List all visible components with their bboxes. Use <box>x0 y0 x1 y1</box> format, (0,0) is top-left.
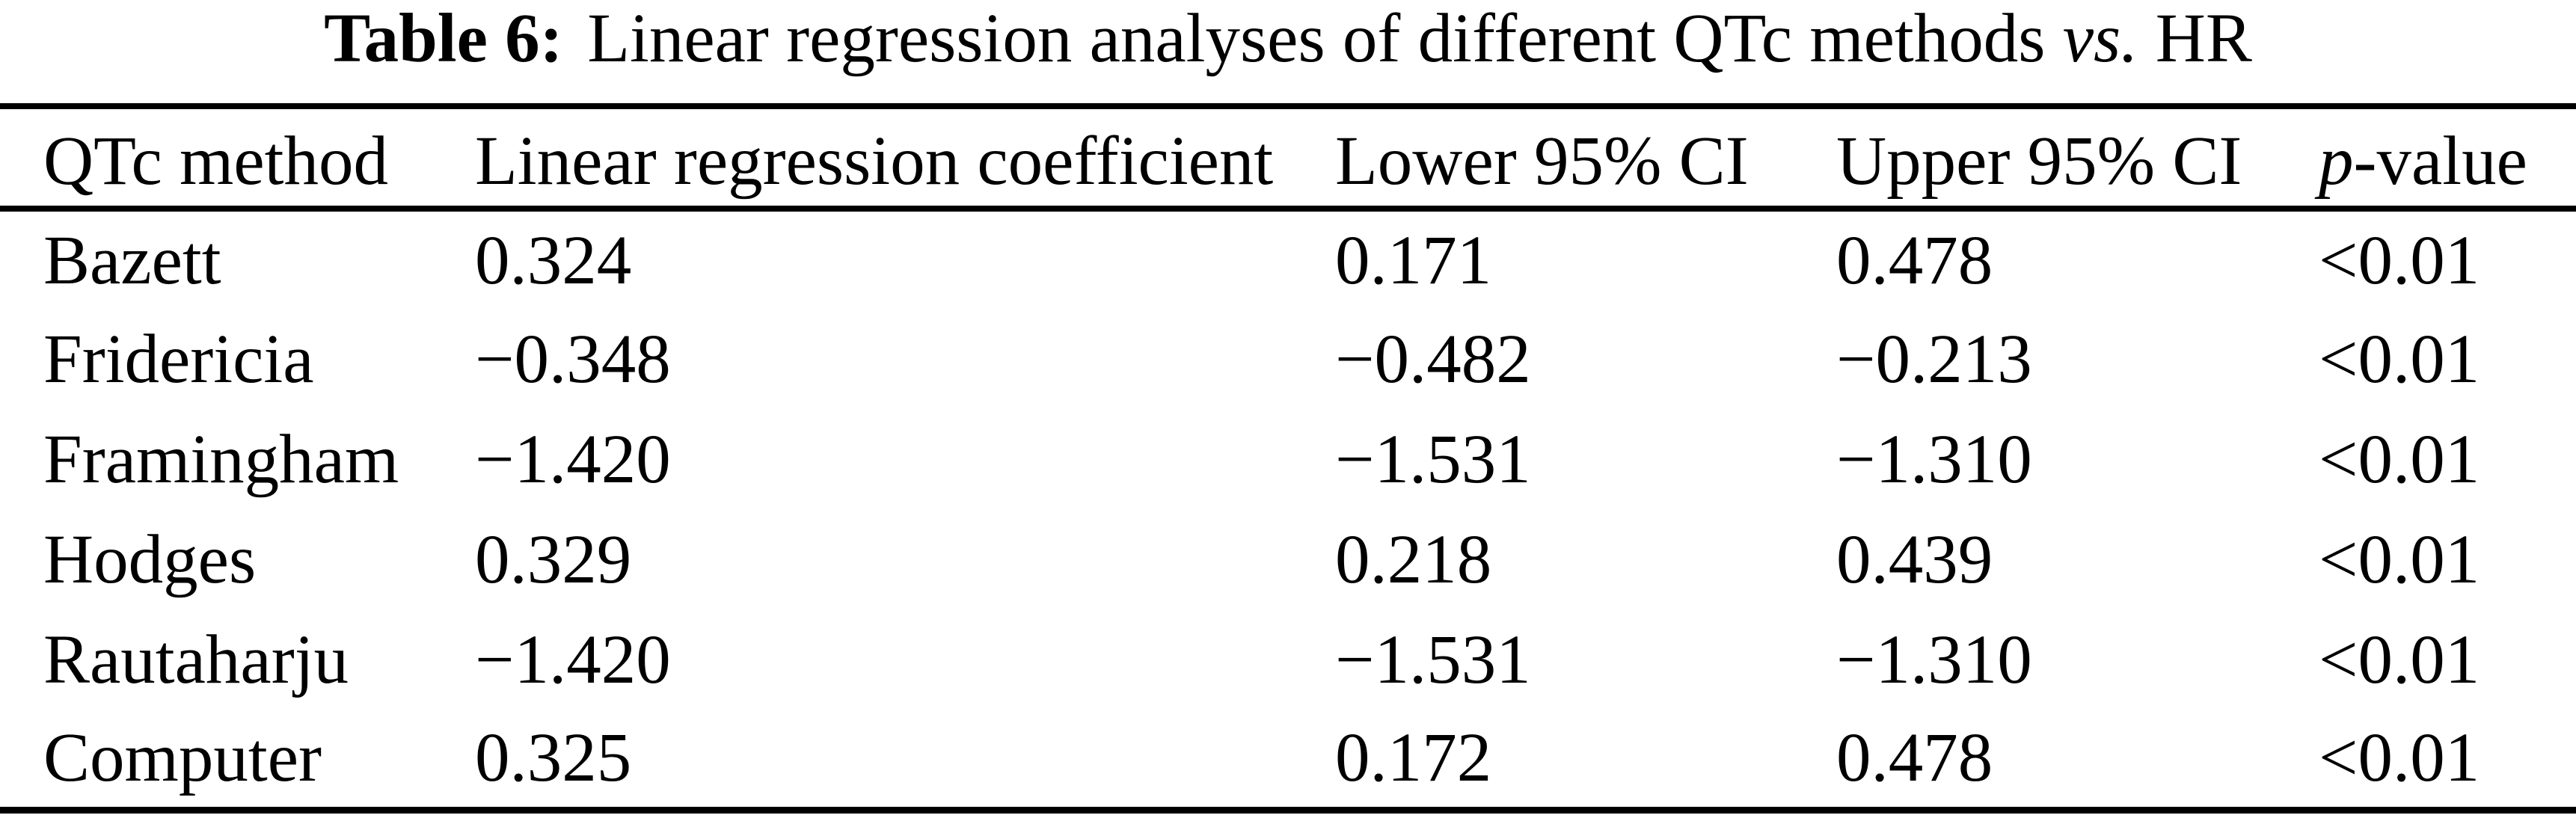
cell-upper-ci: 0.478 <box>1836 221 1993 299</box>
cell-coefficient: −0.348 <box>475 320 671 398</box>
cell-p-value: <0.01 <box>2319 719 2480 797</box>
table-row: Framingham −1.420 −1.531 −1.310 <0.01 <box>0 409 2576 509</box>
header-p-value-suffix: -value <box>2353 123 2527 200</box>
cell-coefficient: 0.329 <box>475 520 632 598</box>
table-header: QTc method Linear regression coefficient… <box>0 106 2576 209</box>
table-row: Hodges 0.329 0.218 0.439 <0.01 <box>0 509 2576 609</box>
table-caption-text: Linear regression analyses of different … <box>587 0 2046 77</box>
table-row: Fridericia −0.348 −0.482 −0.213 <0.01 <box>0 309 2576 409</box>
cell-lower-ci: −0.482 <box>1335 320 1531 398</box>
cell-p-value: <0.01 <box>2319 520 2480 598</box>
cell-method: Computer <box>43 719 322 797</box>
cell-p-value: <0.01 <box>2319 221 2480 299</box>
header-p-value-italic: p <box>2319 123 2354 200</box>
cell-p-value: <0.01 <box>2319 420 2480 498</box>
table-caption: Table 6: Linear regression analyses of di… <box>0 0 2576 76</box>
cell-p-value: <0.01 <box>2319 320 2480 398</box>
cell-upper-ci: 0.439 <box>1836 520 1993 598</box>
cell-p-value: <0.01 <box>2319 621 2480 698</box>
regression-table: QTc method Linear regression coefficient… <box>0 103 2576 814</box>
cell-upper-ci: 0.478 <box>1836 719 1993 797</box>
header-lower-ci: Lower 95% CI <box>1335 123 1749 200</box>
cell-method: Fridericia <box>43 320 314 398</box>
table-caption-tail: HR <box>2155 0 2252 77</box>
cell-method: Bazett <box>43 221 221 299</box>
cell-method: Hodges <box>43 520 257 598</box>
table-row: Bazett 0.324 0.171 0.478 <0.01 <box>0 209 2576 309</box>
header-row: QTc method Linear regression coefficient… <box>0 106 2576 209</box>
header-coefficient: Linear regression coefficient <box>475 123 1274 200</box>
header-p-value: p-value <box>2319 106 2576 209</box>
table-body: Bazett 0.324 0.171 0.478 <0.01 Friderici… <box>0 209 2576 810</box>
header-upper-ci: Upper 95% CI <box>1836 123 2242 200</box>
cell-upper-ci: −1.310 <box>1836 621 2032 698</box>
table-row: Computer 0.325 0.172 0.478 <0.01 <box>0 710 2576 810</box>
cell-upper-ci: −1.310 <box>1836 420 2032 498</box>
cell-lower-ci: −1.531 <box>1335 420 1531 498</box>
cell-coefficient: −1.420 <box>475 621 671 698</box>
table-caption-vs: vs. <box>2062 0 2138 77</box>
header-qtc-method: QTc method <box>43 123 388 200</box>
cell-method: Rautaharju <box>43 621 349 698</box>
cell-coefficient: 0.324 <box>475 221 632 299</box>
cell-lower-ci: −1.531 <box>1335 621 1531 698</box>
cell-lower-ci: 0.218 <box>1335 520 1492 598</box>
cell-upper-ci: −0.213 <box>1836 320 2032 398</box>
table-caption-label: Table 6: <box>324 0 563 77</box>
cell-coefficient: −1.420 <box>475 420 671 498</box>
cell-coefficient: 0.325 <box>475 719 632 797</box>
cell-lower-ci: 0.171 <box>1335 221 1492 299</box>
table-row: Rautaharju −1.420 −1.531 −1.310 <0.01 <box>0 609 2576 710</box>
cell-lower-ci: 0.172 <box>1335 719 1492 797</box>
cell-method: Framingham <box>43 420 399 498</box>
